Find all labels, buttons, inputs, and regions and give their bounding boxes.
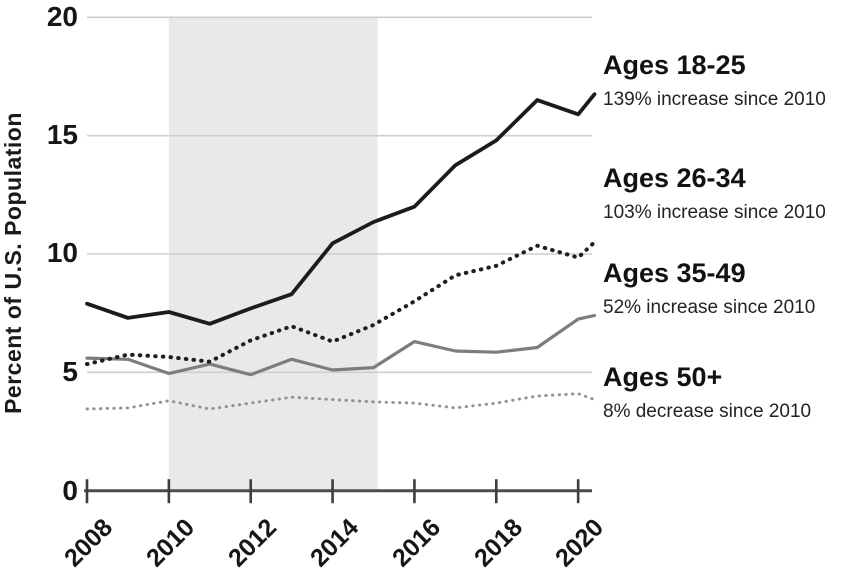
y-tick-label-5: 5 <box>62 356 78 387</box>
legend-title: Ages 35-49 <box>603 258 746 288</box>
series-line-ages-26-34 <box>85 240 597 367</box>
legend-entry-ages-26-34: Ages 26-34 103% increase since 2010 <box>603 161 851 225</box>
legend-entry-ages-18-25: Ages 18-25 139% increase since 2010 <box>603 48 851 112</box>
legend-entry-ages-35-49: Ages 35-49 52% increase since 2010 <box>603 256 851 320</box>
legend-subtitle: 139% increase since 2010 <box>603 89 826 110</box>
series-line-ages-18-25 <box>85 92 597 326</box>
legend-subtitle: 8% decrease since 2010 <box>603 401 812 422</box>
legend-subtitle: 52% increase since 2010 <box>603 297 816 318</box>
y-tick-label-15: 15 <box>46 119 78 150</box>
legend-entry-ages-50-plus: Ages 50+ 8% decrease since 2010 <box>603 360 851 424</box>
legend-title: Ages 18-25 <box>603 50 746 80</box>
legend-subtitle: 103% increase since 2010 <box>603 202 826 223</box>
series-line-ages-35-49 <box>85 313 597 377</box>
series-line-ages-50-plus <box>85 392 596 411</box>
y-tick-label-0: 0 <box>62 475 78 506</box>
legend-title: Ages 50+ <box>603 362 723 392</box>
y-tick-label-20: 20 <box>46 1 78 32</box>
y-tick-label-10: 10 <box>46 237 78 268</box>
legend-title: Ages 26-34 <box>603 163 746 193</box>
